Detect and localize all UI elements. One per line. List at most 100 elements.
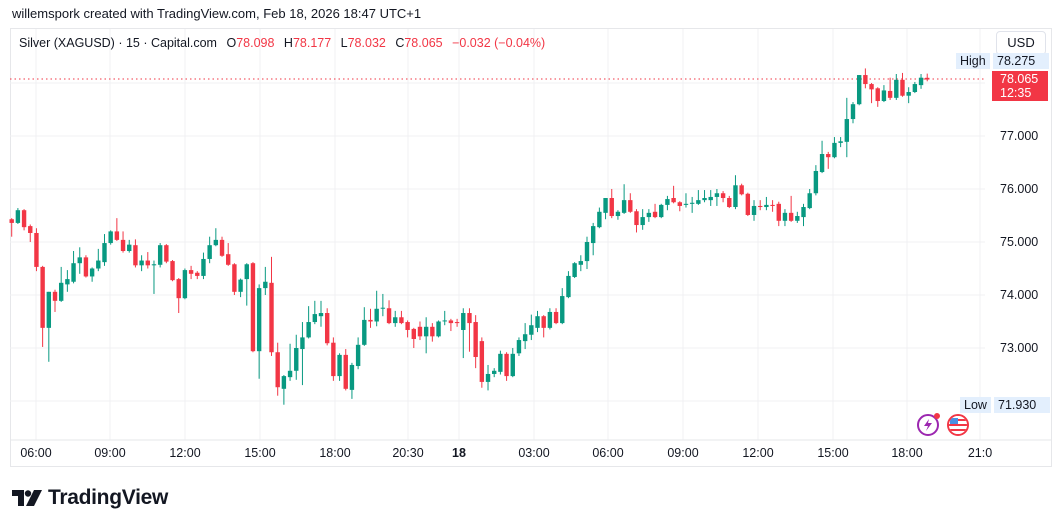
candle-body	[881, 90, 887, 102]
candle	[745, 192, 751, 217]
candle-body	[430, 326, 435, 337]
candle	[244, 263, 249, 306]
candle-body	[201, 258, 206, 276]
low-price: 71.930	[994, 397, 1050, 413]
time-tick-label: 15:00	[817, 446, 849, 460]
candle	[832, 137, 837, 159]
candle	[83, 255, 89, 278]
time-tick-label: 18:00	[319, 446, 351, 460]
candle-body	[324, 313, 330, 344]
candle	[485, 364, 491, 391]
candle-body	[875, 88, 880, 102]
candle-body	[9, 219, 14, 223]
candle	[838, 137, 843, 148]
candle-body	[448, 320, 454, 324]
candle	[238, 278, 243, 298]
candle	[850, 102, 856, 124]
candle	[9, 218, 14, 237]
candle-body	[578, 261, 584, 265]
candle	[677, 201, 682, 212]
candle-body	[380, 307, 386, 309]
candle-body	[362, 319, 367, 345]
candle	[572, 262, 577, 279]
candle	[386, 300, 392, 325]
candle	[269, 256, 274, 356]
candle-body	[918, 77, 924, 86]
candle-body	[306, 322, 311, 338]
candle	[856, 75, 862, 106]
candle	[40, 265, 45, 347]
bar-countdown: 12:35	[1000, 86, 1032, 100]
currency-button[interactable]: USD	[996, 31, 1046, 55]
time-tick-label: 15:00	[244, 446, 276, 460]
candle-body	[758, 205, 763, 208]
candle-body	[863, 75, 868, 85]
candle-body	[423, 326, 429, 337]
candle-body	[782, 212, 788, 221]
symbol-name[interactable]: Silver (XAGUSD) · 15 · Capital.com	[19, 36, 217, 50]
candle-body	[547, 311, 553, 328]
candle-body	[127, 244, 132, 252]
candle	[176, 278, 181, 314]
candle	[912, 81, 918, 94]
candle	[343, 349, 348, 391]
candle-body	[300, 337, 305, 350]
high-value: 78.177	[292, 36, 332, 50]
candle-body	[182, 270, 188, 299]
candle	[826, 151, 831, 169]
candles	[9, 68, 930, 405]
candle	[881, 85, 887, 103]
low-label: Low	[960, 397, 991, 413]
candle	[21, 209, 27, 231]
candle	[34, 228, 39, 272]
candle-body	[702, 198, 707, 201]
candle-body	[120, 239, 126, 252]
candle-body	[232, 264, 237, 292]
candle-body	[46, 291, 52, 328]
candle	[900, 72, 905, 97]
candle	[473, 315, 478, 369]
candle	[318, 300, 324, 327]
time-tick-label: 20:30	[392, 446, 424, 460]
candle-body	[58, 282, 64, 301]
candle-body	[584, 242, 590, 262]
candle-body	[250, 263, 256, 352]
candle-body	[529, 325, 534, 335]
chart-credit: willemspork created with TradingView.com…	[12, 6, 422, 21]
candle-body	[337, 354, 342, 377]
candle	[324, 308, 330, 346]
candle	[226, 243, 231, 266]
candle	[399, 310, 404, 325]
candle	[696, 190, 701, 205]
candle	[770, 200, 775, 212]
candle-body	[114, 231, 120, 240]
candle	[46, 291, 52, 362]
candle	[96, 248, 101, 272]
lightning-event-icon[interactable]	[917, 413, 940, 436]
candle-body	[318, 313, 324, 317]
candle-body	[887, 90, 893, 98]
chart-frame	[10, 28, 1052, 467]
candle	[52, 289, 58, 312]
candle	[436, 320, 441, 338]
tradingview-logo[interactable]: TradingView	[12, 486, 168, 510]
candle	[207, 236, 212, 264]
candle-body	[795, 216, 800, 221]
candle	[219, 236, 225, 257]
candle-body	[813, 170, 819, 194]
candle	[788, 195, 794, 222]
us-flag-icon[interactable]	[947, 414, 969, 436]
candle-body	[349, 364, 355, 390]
candle	[590, 222, 596, 256]
candle-body	[461, 313, 466, 330]
candle	[522, 323, 528, 350]
candle-body	[102, 243, 107, 263]
candle	[287, 343, 293, 381]
candle	[727, 195, 732, 209]
candle-body	[689, 202, 695, 204]
candle-body	[603, 198, 608, 213]
candle-body	[906, 92, 911, 96]
candle-body	[615, 211, 621, 217]
candle	[652, 203, 658, 219]
